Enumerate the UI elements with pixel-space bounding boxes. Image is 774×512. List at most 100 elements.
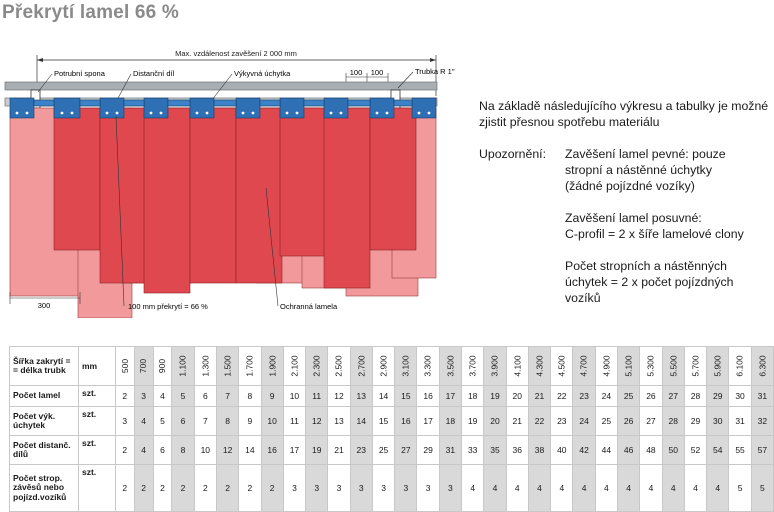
note-fixed: Zavěšení lamel pevné: pouze stropní a ná…	[565, 147, 726, 193]
table-cell: 4	[505, 464, 529, 512]
table-cell: 36	[505, 435, 529, 465]
table-cell: 30	[728, 385, 752, 407]
table-cell: 3	[371, 464, 396, 512]
table-cell: 27	[639, 406, 663, 436]
table-cell: 16	[394, 406, 418, 436]
row-label: Počet lamel	[9, 385, 79, 407]
header-unit: mm	[77, 346, 116, 386]
width-header-cell: 2.100	[282, 346, 307, 386]
width-header-cell: 5.700	[683, 346, 708, 386]
table-cell: 31	[728, 406, 752, 436]
table-cell: 14	[349, 406, 373, 436]
table-cell: 21	[327, 435, 351, 465]
width-header-cell: 4.100	[505, 346, 529, 386]
table-cell: 2	[238, 464, 262, 512]
table-cell: 4	[706, 464, 730, 512]
width-header-cell: 6.300	[750, 346, 774, 386]
table-cell: 25	[371, 435, 396, 465]
width-header-cell: 4.900	[594, 346, 619, 386]
width-header-cell: 3.500	[438, 346, 463, 386]
table-cell: 3	[114, 406, 135, 436]
note-sliding: Zavěšení lamel posuvné: C-profil = 2 x š…	[565, 211, 744, 241]
table-cell: 4	[661, 464, 685, 512]
table-cell: 11	[305, 385, 329, 407]
table-cell: 16	[260, 435, 284, 465]
table-cell: 8	[238, 385, 262, 407]
table-cell: 20	[483, 406, 507, 436]
table-cell: 19	[305, 435, 329, 465]
lamella-dark	[323, 107, 371, 289]
table-cell: 54	[706, 435, 730, 465]
table-cell: 29	[683, 406, 708, 436]
table-cell: 2	[114, 464, 135, 512]
lamella-dark	[53, 107, 101, 251]
width-header-cell: 5.900	[706, 346, 730, 386]
table-cell: 15	[371, 406, 396, 436]
material-table: Šířka zakrytí = = délka trubk mm 500 700 9…	[9, 346, 774, 512]
header-label: Šířka zakrytí = = délka trubk	[9, 346, 79, 386]
width-header-cell: 2.500	[327, 346, 351, 386]
table-cell: 23	[550, 406, 574, 436]
width-header-cell: 2.300	[305, 346, 329, 386]
table-cell: 5	[728, 464, 752, 512]
label-swivel: Výkyvná úchytka	[234, 69, 291, 78]
width-header-cell: 4.700	[572, 346, 596, 386]
table-cell: 11	[282, 406, 307, 436]
table-cell: 46	[617, 435, 641, 465]
table-cell: 4	[527, 464, 552, 512]
dim-100-b: 100	[371, 68, 384, 77]
table-cell: 2	[152, 464, 173, 512]
table-cell: 5	[152, 406, 173, 436]
table-cell: 19	[483, 385, 507, 407]
table-cell: 2	[260, 464, 284, 512]
table-cell: 6	[193, 385, 217, 407]
table-cell: 2	[215, 464, 240, 512]
table-cell: 3	[327, 464, 351, 512]
table-cell: 18	[438, 406, 463, 436]
width-header-cell: 2.900	[371, 346, 396, 386]
table-cell: 6	[152, 435, 173, 465]
label-protective: Ochranná lamela	[280, 302, 338, 311]
width-header-cell: 900	[152, 346, 173, 386]
lamella-dark	[235, 107, 283, 284]
table-cell: 13	[349, 385, 373, 407]
lamella-dark	[369, 107, 417, 251]
table-cell: 40	[550, 435, 574, 465]
table-cell: 28	[661, 406, 685, 436]
table-row: Počet výk. úchytek szt. 3 4 5 6 7 8 9 10 11 12 13 14 1…	[9, 406, 774, 436]
table-cell: 57	[750, 435, 774, 465]
label-tube-r: Trubka R 1"	[415, 67, 455, 76]
table-cell: 2	[133, 464, 154, 512]
width-header-cell: 2.700	[349, 346, 373, 386]
table-cell: 33	[461, 435, 485, 465]
note-count: Počet stropních a nástěnných úchytek = 2…	[565, 259, 734, 305]
width-header-cell: 1.500	[215, 346, 240, 386]
table-cell: 4	[572, 464, 596, 512]
table-cell: 31	[750, 385, 774, 407]
table-cell: 22	[527, 406, 552, 436]
lamella-group	[9, 107, 437, 318]
width-header-cell: 5.300	[639, 346, 663, 386]
table-cell: 9	[238, 406, 262, 436]
row-label: Počet distanč. dílů	[9, 435, 79, 465]
label-tube-clamp: Potrubní spona	[54, 69, 106, 78]
row-label: Počet výk. úchytek	[9, 406, 79, 436]
table-cell: 30	[706, 406, 730, 436]
table-cell: 3	[394, 464, 418, 512]
lamella-drawing: Max. vzdálenost zavěšení 2 000 mm 100 10…	[4, 49, 455, 318]
table-cell: 26	[617, 406, 641, 436]
table-cell: 13	[327, 406, 351, 436]
table-cell: 4	[639, 464, 663, 512]
table-cell: 25	[617, 385, 641, 407]
width-header-cell: 1.100	[171, 346, 195, 386]
table-cell: 4	[683, 464, 708, 512]
table-cell: 23	[572, 385, 596, 407]
page-title: Překrytí lamel 66 %	[2, 2, 180, 23]
table-row: Počet distanč. dílů szt. 2 4 6 8 10 12 14 16 17 19 2…	[9, 435, 774, 465]
table-cell: 27	[394, 435, 418, 465]
table-cell: 4	[461, 464, 485, 512]
table-cell: 17	[438, 385, 463, 407]
row-unit: szt.	[77, 385, 116, 407]
table-cell: 3	[416, 464, 440, 512]
lamella-dark	[189, 107, 237, 284]
